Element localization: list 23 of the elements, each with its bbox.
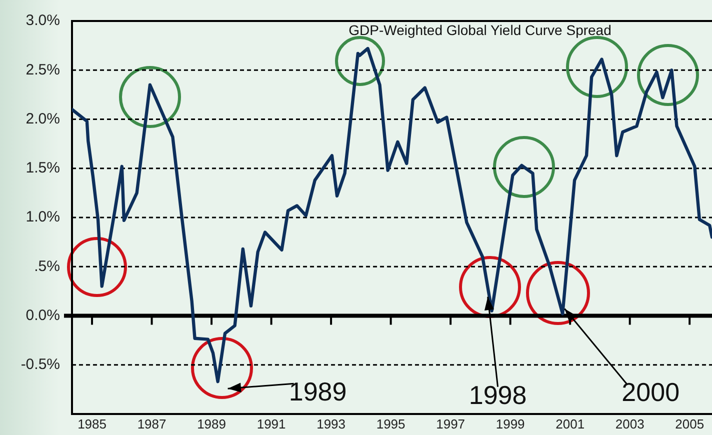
y-tick-label: 3.0% bbox=[26, 12, 60, 30]
x-tick-label: 2001 bbox=[556, 416, 585, 432]
y-tick-label: -0.5% bbox=[20, 356, 60, 374]
x-tick-label: 1985 bbox=[78, 416, 106, 432]
y-tick-label: 1.0% bbox=[26, 208, 60, 226]
annotation: 2000 bbox=[622, 376, 680, 407]
annotation: 1998 bbox=[468, 380, 527, 410]
x-tick-label: 1993 bbox=[316, 416, 346, 432]
y-tick-label: 2.0% bbox=[26, 110, 60, 128]
x-tick-label: 2003 bbox=[615, 416, 644, 432]
x-tick-label: 1999 bbox=[496, 416, 525, 432]
x-tick-label: 1995 bbox=[376, 416, 406, 432]
chart-title: GDP-Weighted Global Yield Curve Spread bbox=[348, 22, 612, 38]
y-tick-label: 2.5% bbox=[26, 61, 60, 78]
y-tick-label: 1.5% bbox=[26, 160, 60, 177]
x-tick-label: 2005 bbox=[675, 416, 704, 432]
x-tick-label: 1989 bbox=[197, 416, 226, 432]
x-tick-label: 1991 bbox=[256, 416, 286, 432]
x-tick-label: 1997 bbox=[436, 416, 466, 432]
y-tick-label: .5% bbox=[34, 258, 60, 275]
y-tick-label: 0.0% bbox=[26, 306, 60, 324]
annotation: 1989 bbox=[288, 376, 347, 407]
x-tick-label: 1987 bbox=[137, 416, 166, 432]
